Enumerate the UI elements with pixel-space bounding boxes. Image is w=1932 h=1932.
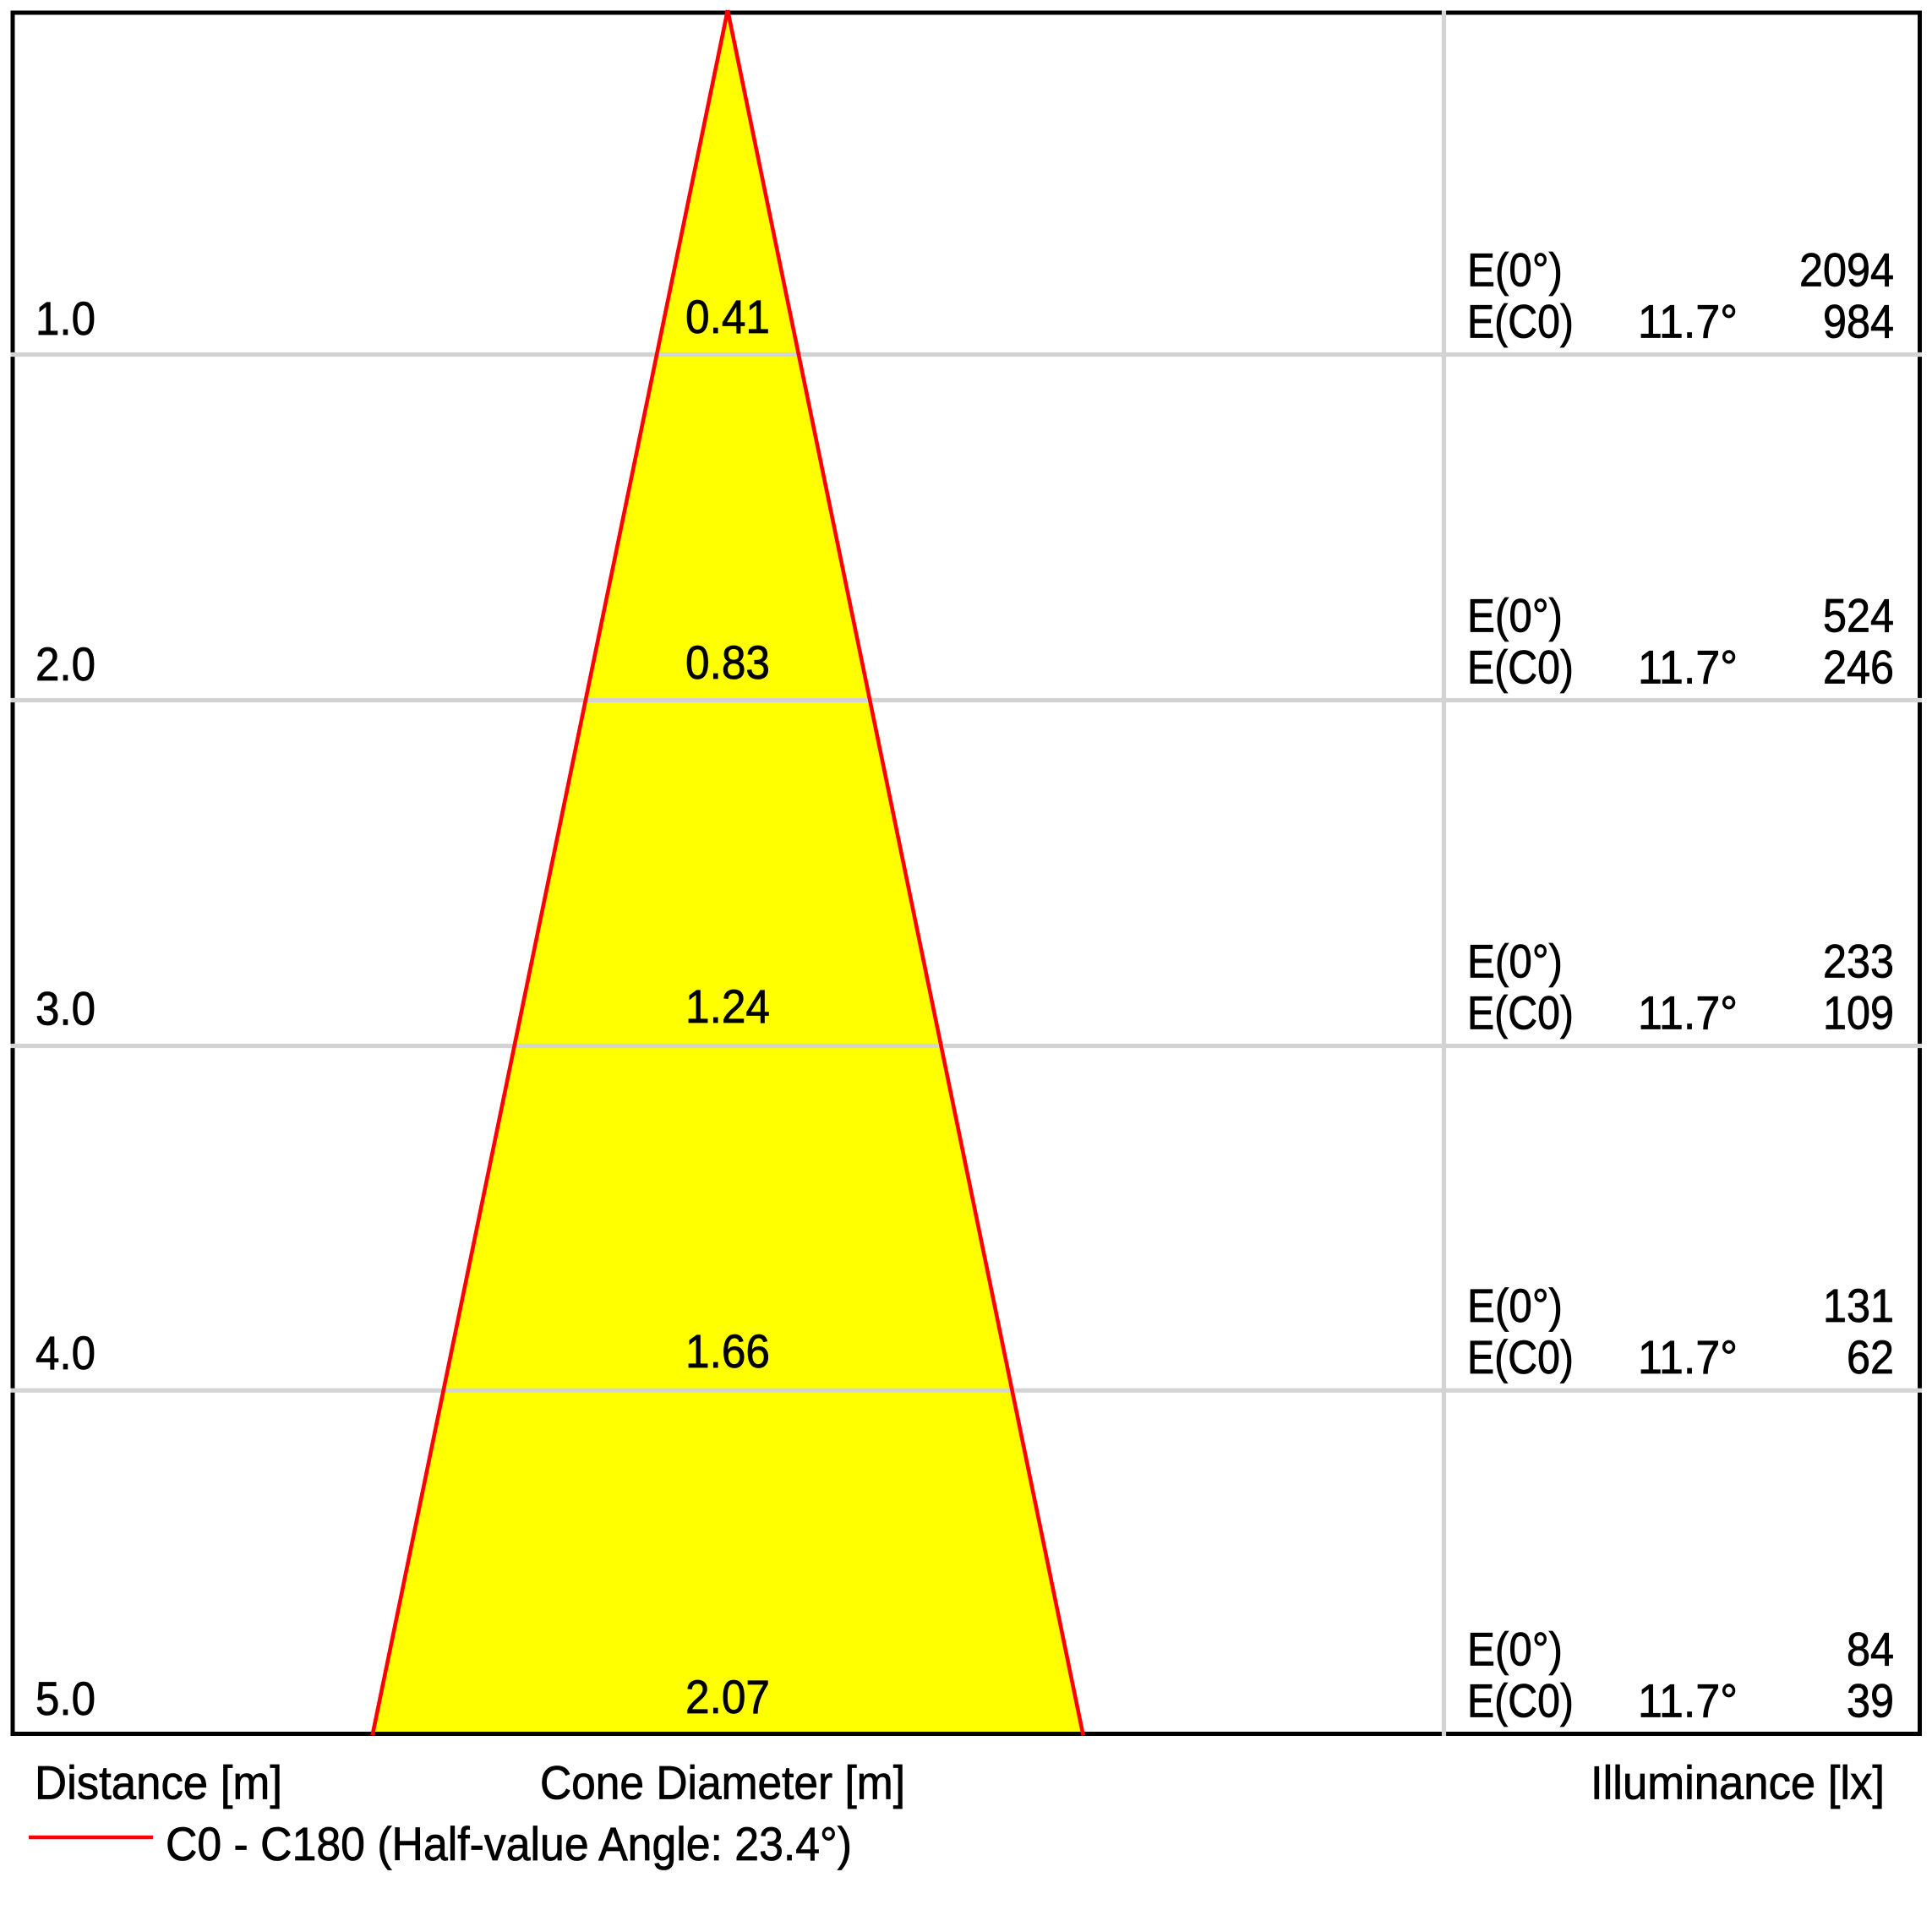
svg-text:E(0°): E(0°)	[1467, 1623, 1563, 1676]
svg-text:11.7°: 11.7°	[1638, 1330, 1738, 1384]
svg-text:246: 246	[1823, 641, 1894, 694]
svg-text:1.24: 1.24	[685, 980, 770, 1033]
svg-text:11.7°: 11.7°	[1638, 295, 1738, 348]
svg-text:E(C0): E(C0)	[1467, 1330, 1574, 1384]
svg-text:984: 984	[1823, 295, 1894, 348]
svg-text:C0 - C180 (Half-value Angle: 2: C0 - C180 (Half-value Angle: 23.4°)	[166, 1817, 852, 1870]
svg-text:E(C0): E(C0)	[1467, 295, 1574, 348]
svg-text:11.7°: 11.7°	[1638, 986, 1738, 1040]
svg-text:1.66: 1.66	[685, 1324, 770, 1378]
svg-text:E(C0): E(C0)	[1467, 1674, 1574, 1727]
svg-text:2.07: 2.07	[685, 1670, 770, 1723]
svg-text:524: 524	[1823, 589, 1894, 642]
svg-text:2094: 2094	[1799, 243, 1894, 297]
svg-text:E(0°): E(0°)	[1467, 935, 1563, 988]
svg-text:E(C0): E(C0)	[1467, 986, 1574, 1040]
svg-text:E(0°): E(0°)	[1467, 1279, 1563, 1332]
svg-text:0.83: 0.83	[685, 636, 770, 689]
svg-text:109: 109	[1823, 986, 1894, 1040]
svg-text:Distance [m]: Distance [m]	[35, 1756, 282, 1809]
svg-text:39: 39	[1847, 1674, 1894, 1727]
svg-text:4.0: 4.0	[35, 1326, 96, 1379]
svg-text:1.0: 1.0	[35, 292, 96, 345]
svg-text:E(C0): E(C0)	[1467, 641, 1574, 694]
svg-text:E(0°): E(0°)	[1467, 589, 1563, 642]
svg-text:5.0: 5.0	[35, 1672, 96, 1725]
svg-text:131: 131	[1823, 1279, 1894, 1332]
svg-text:11.7°: 11.7°	[1638, 641, 1738, 694]
svg-text:2.0: 2.0	[35, 637, 96, 690]
svg-text:3.0: 3.0	[35, 982, 96, 1035]
svg-text:Illuminance [lx]: Illuminance [lx]	[1591, 1756, 1885, 1809]
svg-text:84: 84	[1847, 1623, 1894, 1676]
svg-text:0.41: 0.41	[685, 290, 770, 343]
svg-text:E(0°): E(0°)	[1467, 243, 1563, 297]
svg-text:62: 62	[1847, 1330, 1894, 1384]
svg-text:233: 233	[1823, 935, 1894, 988]
svg-text:11.7°: 11.7°	[1638, 1674, 1738, 1727]
svg-text:Cone Diameter [m]: Cone Diameter [m]	[540, 1756, 905, 1809]
